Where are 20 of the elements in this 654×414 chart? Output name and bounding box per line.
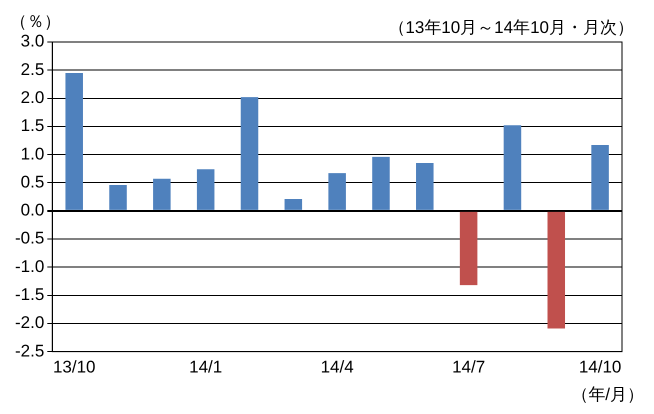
y-tick-label: 1.5 bbox=[20, 116, 44, 136]
y-tick-label: 0.5 bbox=[20, 172, 44, 192]
y-tick-label: -2.5 bbox=[14, 341, 44, 360]
y-tick-label: 2.5 bbox=[20, 60, 44, 79]
y-tick-label: -0.5 bbox=[14, 228, 44, 248]
x-tick-label: 14/4 bbox=[320, 357, 354, 376]
chart-subtitle: （13年10月～14年10月・月次） bbox=[388, 17, 634, 39]
x-tick-label: 14/10 bbox=[578, 357, 622, 376]
x-tick-label: 13/10 bbox=[52, 357, 96, 376]
y-axis-title: （％） bbox=[10, 11, 61, 33]
y-tick-label: -1.5 bbox=[14, 284, 44, 304]
x-axis-title: （年/月） bbox=[571, 384, 644, 406]
y-tick-label: -1.0 bbox=[14, 256, 44, 276]
y-tick-label: -2.0 bbox=[14, 313, 44, 332]
y-tick-label: 2.0 bbox=[20, 88, 44, 107]
x-tick-label: 14/7 bbox=[452, 357, 486, 376]
x-tick-label: 14/1 bbox=[189, 357, 222, 376]
y-tick-label: 0.0 bbox=[20, 200, 44, 220]
y-tick-label: 1.0 bbox=[20, 144, 44, 164]
y-tick-label: 3.0 bbox=[20, 32, 44, 51]
